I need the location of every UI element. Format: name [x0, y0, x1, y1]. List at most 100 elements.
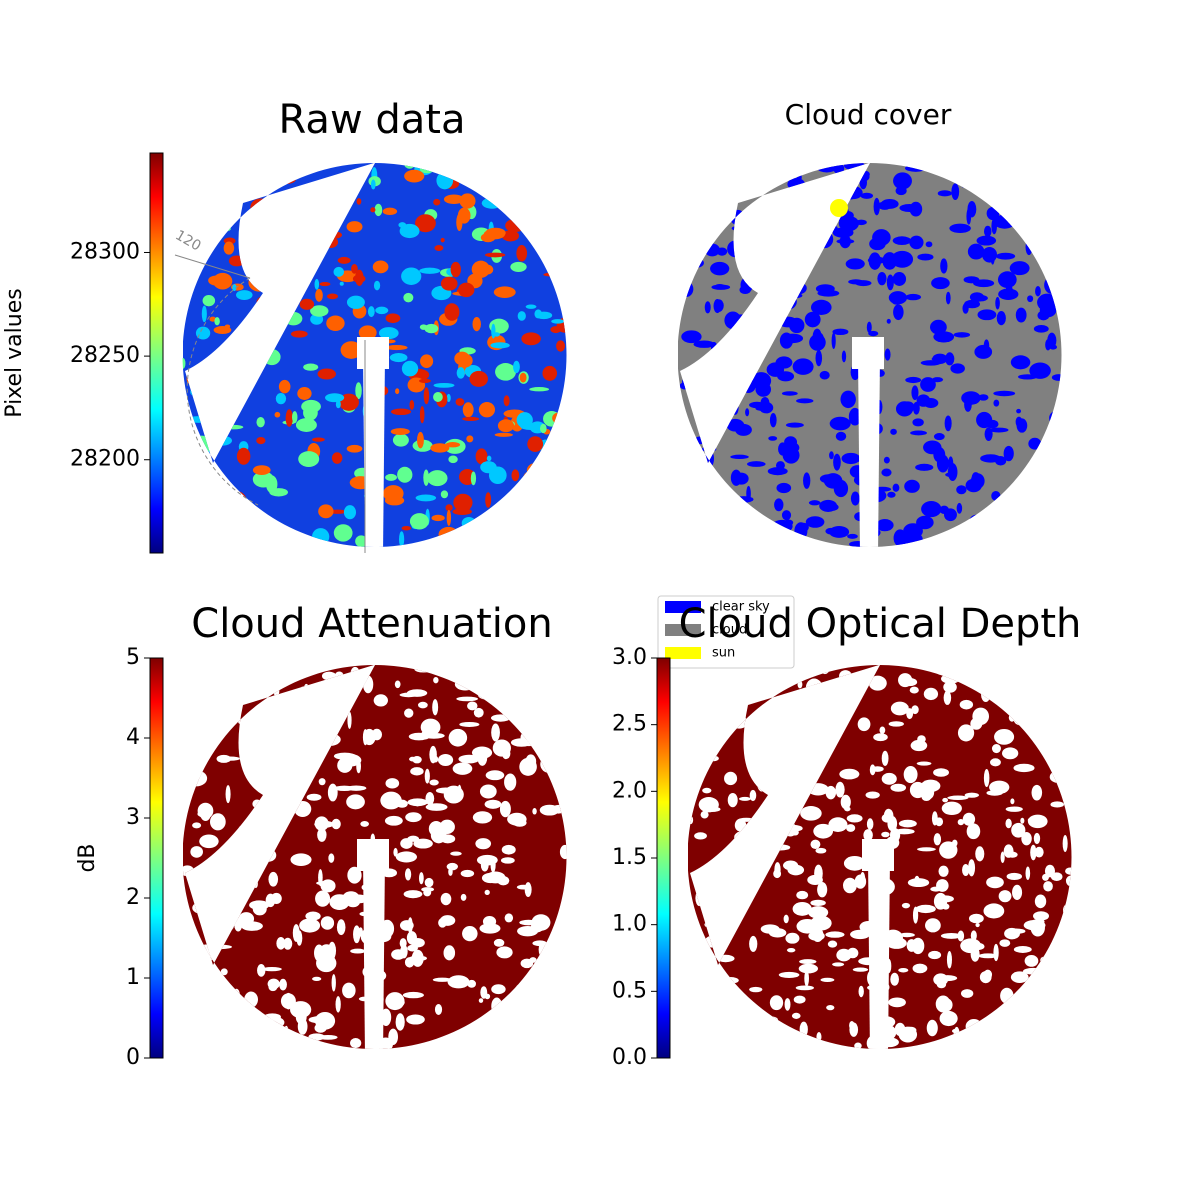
image-blob	[472, 317, 481, 332]
image-blob	[890, 428, 897, 435]
image-blob	[770, 844, 791, 851]
image-blob	[401, 526, 412, 531]
image-blob	[430, 443, 450, 453]
image-blob	[753, 229, 759, 238]
image-blob	[963, 276, 980, 284]
image-blob	[204, 163, 220, 168]
image-blob	[810, 299, 832, 315]
image-blob	[306, 793, 322, 801]
image-blob	[362, 729, 368, 746]
image-blob	[418, 872, 424, 885]
image-blob	[881, 772, 897, 785]
image-blob	[699, 386, 704, 403]
image-blob	[895, 186, 907, 196]
image-blob	[522, 1007, 531, 1023]
colorbar-tick-label: 1.0	[612, 912, 647, 937]
image-blob	[1053, 465, 1060, 479]
image-blob	[967, 243, 985, 260]
image-blob	[972, 707, 990, 726]
image-blob	[791, 787, 802, 802]
image-blob	[995, 296, 1000, 310]
image-blob	[533, 493, 555, 501]
image-blob	[235, 525, 242, 541]
image-blob	[899, 203, 920, 213]
image-blob	[300, 235, 316, 250]
image-blob	[429, 779, 439, 786]
image-blob	[1000, 987, 1014, 1004]
image-blob	[890, 972, 899, 986]
image-blob	[962, 812, 976, 826]
image-blob	[199, 984, 220, 1000]
image-blob	[256, 295, 277, 310]
image-blob	[859, 872, 866, 887]
image-blob	[210, 944, 233, 950]
image-blob	[993, 390, 1016, 397]
image-blob	[691, 450, 701, 456]
image-blob	[182, 933, 187, 949]
image-blob	[337, 693, 349, 705]
image-blob	[469, 370, 488, 387]
image-blob	[944, 415, 952, 432]
image-blob	[836, 191, 842, 201]
image-blob	[1030, 919, 1045, 937]
image-blob	[831, 225, 839, 234]
image-blob	[265, 164, 271, 174]
image-blob	[807, 906, 829, 919]
image-blob	[1006, 928, 1026, 934]
image-blob	[254, 665, 261, 671]
image-blob	[769, 413, 777, 428]
image-blob	[876, 519, 894, 532]
image-blob	[192, 711, 200, 727]
image-blob	[424, 877, 434, 888]
image-blob	[550, 326, 562, 334]
image-blob	[478, 401, 496, 418]
image-blob	[711, 284, 731, 290]
image-blob	[707, 519, 723, 529]
image-blob	[959, 699, 974, 710]
image-blob	[746, 485, 751, 502]
image-blob	[458, 754, 480, 764]
image-blob	[557, 244, 567, 251]
image-blob	[207, 197, 225, 212]
image-blob	[998, 519, 1010, 525]
image-blob	[1030, 500, 1050, 515]
image-blob	[911, 385, 919, 401]
image-blob	[207, 887, 221, 901]
image-blob	[505, 218, 525, 233]
image-blob	[888, 721, 904, 727]
image-blob	[734, 831, 752, 844]
image-blob	[229, 205, 241, 211]
image-blob	[898, 819, 917, 828]
image-blob	[370, 207, 376, 213]
image-blob	[264, 524, 285, 539]
image-blob	[446, 393, 451, 403]
image-blob	[424, 323, 439, 334]
image-blob	[687, 731, 700, 750]
image-blob	[184, 954, 204, 967]
image-blob	[912, 418, 924, 427]
image-blob	[1059, 714, 1072, 726]
image-blob	[1049, 410, 1062, 426]
image-blob	[915, 904, 936, 914]
image-blob	[385, 778, 400, 789]
image-blob	[297, 711, 304, 725]
image-blob	[705, 893, 718, 898]
image-blob	[372, 260, 389, 274]
image-blob	[735, 324, 747, 331]
image-blob	[417, 431, 424, 449]
image-blob	[1063, 958, 1072, 967]
image-blob	[947, 463, 958, 481]
image-blob	[216, 481, 226, 490]
image-blob	[842, 877, 857, 894]
image-blob	[437, 754, 454, 767]
image-blob	[974, 344, 993, 359]
image-blob	[1024, 955, 1039, 967]
image-blob	[211, 202, 217, 207]
image-blob	[866, 321, 872, 334]
image-blob	[220, 968, 228, 976]
image-blob	[803, 228, 815, 238]
image-blob	[914, 875, 920, 886]
image-blob	[978, 953, 998, 959]
image-blob	[321, 671, 337, 681]
image-blob	[182, 952, 190, 963]
